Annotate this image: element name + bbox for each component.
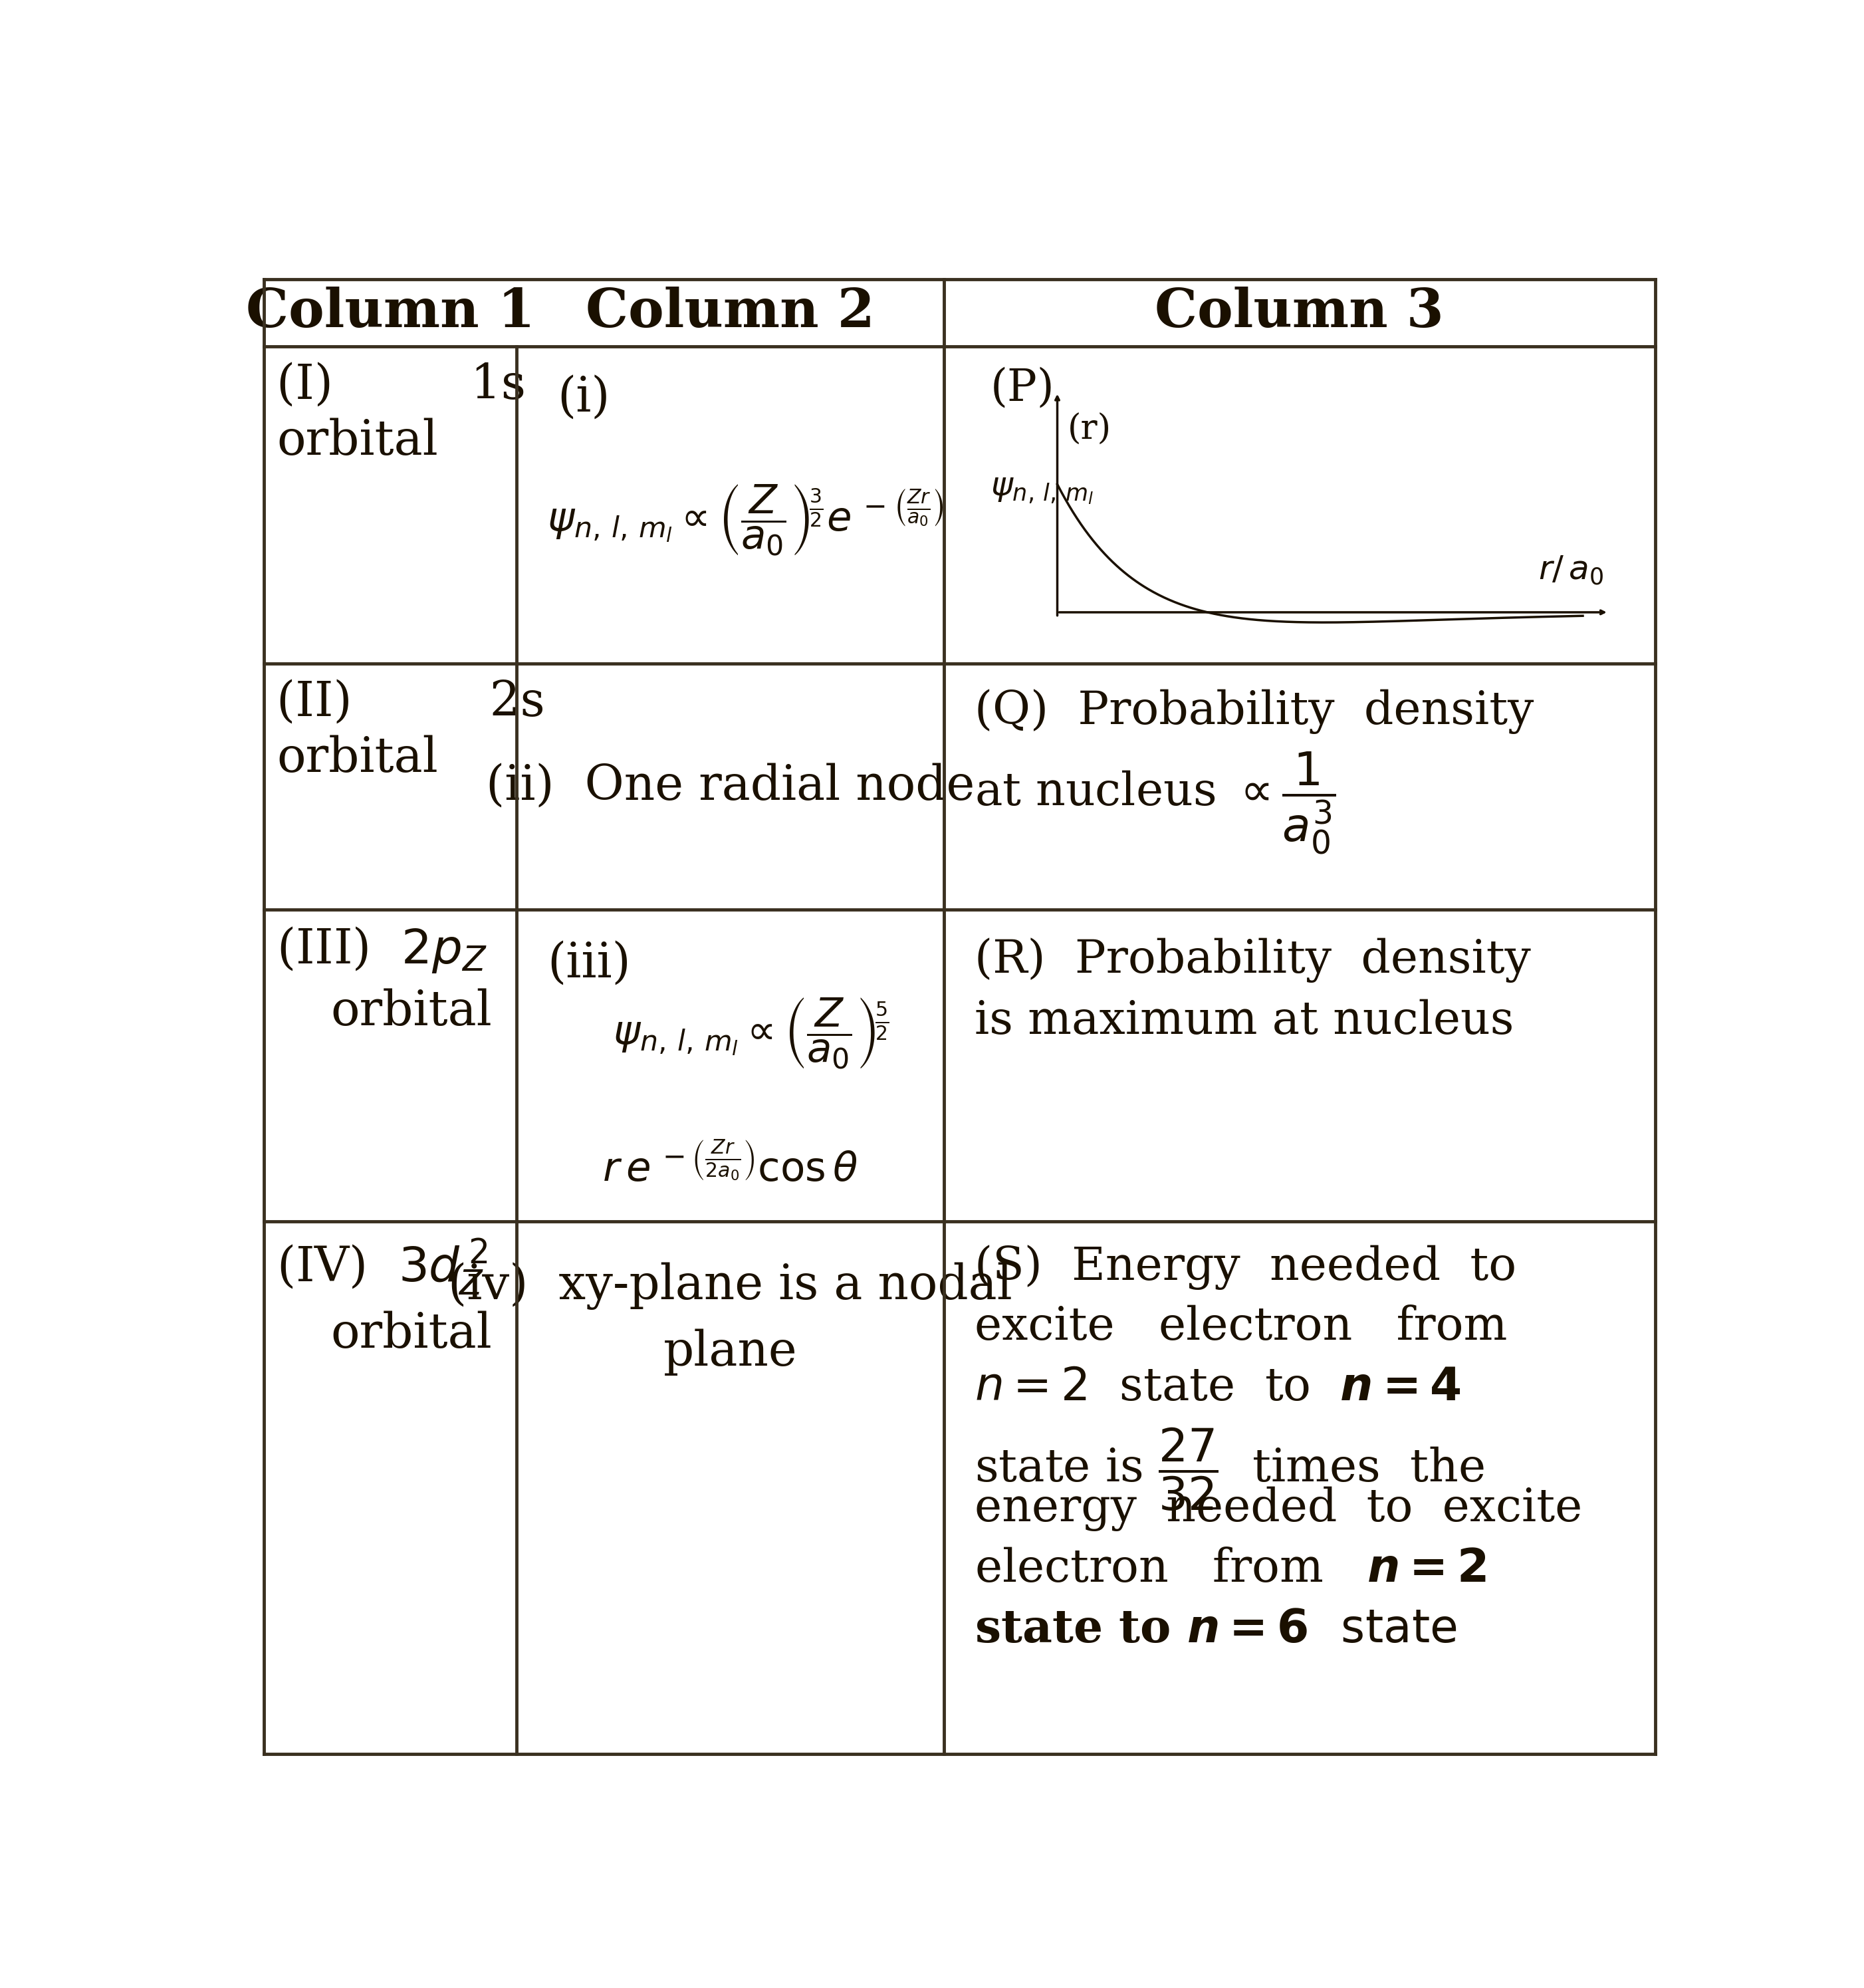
Text: (P): (P) <box>990 366 1055 410</box>
Text: (Q)  Probability  density: (Q) Probability density <box>975 690 1534 734</box>
Text: $\psi_{n,\,l,\,m_l} \propto \left(\dfrac{Z}{a_0}\right)^{\!\frac{3}{2}} e^{\,-\l: $\psi_{n,\,l,\,m_l} \propto \left(\dfrac… <box>548 483 943 557</box>
Text: (i): (i) <box>557 374 610 421</box>
Text: (ii)  One radial node: (ii) One radial node <box>487 763 975 809</box>
Text: $n=2$  state  to  $\boldsymbol{n=4}$: $n=2$ state to $\boldsymbol{n=4}$ <box>975 1366 1461 1409</box>
Text: orbital: orbital <box>276 736 438 781</box>
Text: orbital: orbital <box>276 417 438 465</box>
Text: Column 2: Column 2 <box>585 286 874 338</box>
Text: (S)  Energy  needed  to: (S) Energy needed to <box>975 1244 1517 1290</box>
Text: $\psi_{n,\,l,\,m_l} \propto \left(\dfrac{Z}{a_0}\right)^{\!\frac{5}{2}}$: $\psi_{n,\,l,\,m_l} \propto \left(\dfrac… <box>613 996 889 1070</box>
Text: electron   from   $\boldsymbol{n=2}$: electron from $\boldsymbol{n=2}$ <box>975 1547 1486 1590</box>
Text: (IV)  $3d_Z^{\,2}$: (IV) $3d_Z^{\,2}$ <box>276 1237 488 1298</box>
Text: orbital: orbital <box>332 988 492 1036</box>
Text: excite   electron   from: excite electron from <box>975 1304 1508 1350</box>
Text: $\psi_{n,\,l,\,m_l}$: $\psi_{n,\,l,\,m_l}$ <box>990 473 1094 505</box>
Text: is maximum at nucleus: is maximum at nucleus <box>975 998 1514 1044</box>
Text: (iii): (iii) <box>548 940 630 986</box>
Text: $r\,e^{\,-\left(\frac{Zr}{2a_0}\right)}\cos\theta$: $r\,e^{\,-\left(\frac{Zr}{2a_0}\right)}\… <box>602 1145 857 1191</box>
Text: orbital: orbital <box>332 1312 492 1358</box>
Text: Column 1: Column 1 <box>246 286 535 338</box>
Text: state to $\boldsymbol{n=6}$  $\boldsymbol{\mathrm{state}}$: state to $\boldsymbol{n=6}$ $\boldsymbol… <box>975 1606 1458 1652</box>
Text: (iv)  xy-plane is a nodal: (iv) xy-plane is a nodal <box>447 1262 1012 1310</box>
Text: plane: plane <box>664 1330 798 1376</box>
Text: (I)         1s: (I) 1s <box>276 362 526 408</box>
Text: (II)         2s: (II) 2s <box>276 678 544 726</box>
Text: (r): (r) <box>1068 414 1111 447</box>
Text: (III)  $2p_Z$: (III) $2p_Z$ <box>276 924 488 974</box>
Text: Column 3: Column 3 <box>1156 286 1445 338</box>
Text: state is $\dfrac{27}{32}$  times  the: state is $\dfrac{27}{32}$ times the <box>975 1425 1484 1513</box>
Text: $r/\,a_0$: $r/\,a_0$ <box>1538 555 1603 586</box>
Text: energy  needed  to  excite: energy needed to excite <box>975 1487 1583 1531</box>
Text: (R)  Probability  density: (R) Probability density <box>975 938 1530 982</box>
Text: at nucleus $\propto \dfrac{1}{a_0^3}$: at nucleus $\propto \dfrac{1}{a_0^3}$ <box>975 751 1336 857</box>
